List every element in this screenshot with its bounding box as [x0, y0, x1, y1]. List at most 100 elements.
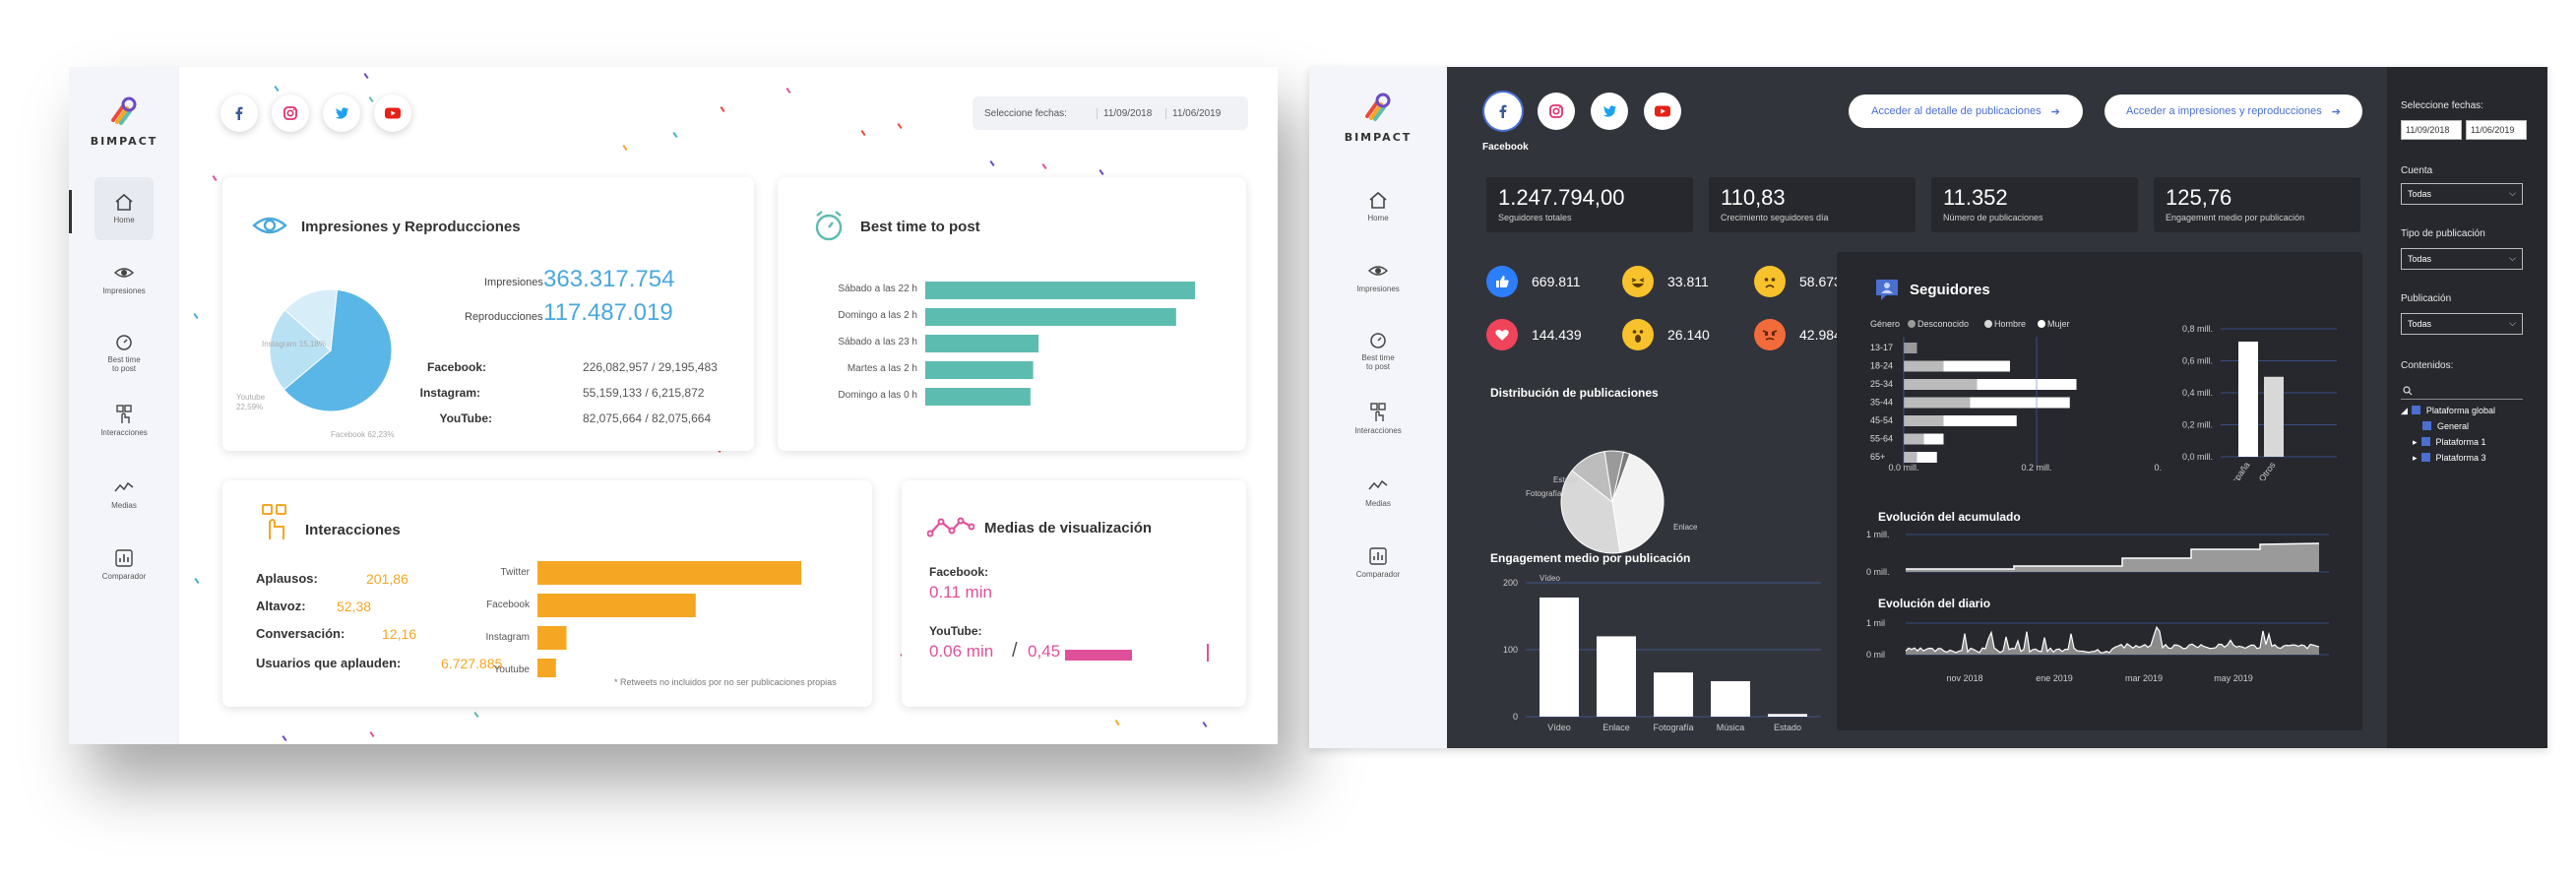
- brand: BIMPACT: [69, 93, 179, 148]
- kpi-label: Engagement medio por publicación: [2166, 213, 2305, 222]
- date-from-input[interactable]: 11/09/2018: [1097, 108, 1152, 119]
- tipo-select[interactable]: Todas ⌵: [2401, 248, 2523, 270]
- interacciones-row-value: 52,38: [337, 599, 372, 614]
- nav-home-label: Home: [113, 216, 135, 224]
- tree-checkbox[interactable]: [2411, 406, 2420, 414]
- contenidos-search-input[interactable]: [2401, 384, 2523, 400]
- interacciones-card: Interacciones Aplausos: 201,86 Altavoz: 52,…: [222, 480, 872, 707]
- country-ytick: 0,4 mill.: [2182, 388, 2213, 398]
- filter-date-to[interactable]: 11/06/2019: [2466, 120, 2527, 140]
- detalle-publicaciones-button[interactable]: Acceder al detalle de publicaciones ➔: [1849, 95, 2083, 128]
- filter-date-from[interactable]: 11/09/2018: [2401, 120, 2462, 140]
- like-reaction-icon: [1486, 266, 1518, 297]
- tree-general[interactable]: General: [2422, 421, 2469, 431]
- acum-line: [1906, 542, 2320, 570]
- age-bar-segment: [1943, 415, 2017, 426]
- nav-interacciones[interactable]: Interacciones: [94, 404, 154, 437]
- diario-title: Evolución del diario: [1878, 597, 1991, 610]
- pie-label-youtube-pct: 22,59%: [236, 403, 263, 411]
- interacciones-bar: [537, 594, 696, 617]
- best-time-bar: [925, 388, 1031, 406]
- tipo-label: Tipo de publicación: [2401, 228, 2485, 239]
- confetti-piece: [897, 123, 903, 130]
- medias-youtube-total: 0,45: [1028, 642, 1061, 661]
- age-label: 55-64: [1870, 434, 1893, 444]
- kpi-label: Número de publicaciones: [1943, 213, 2043, 222]
- tree-plataforma-1[interactable]: ▸ Plataforma 1: [2413, 437, 2486, 448]
- search-icon: [2403, 386, 2413, 396]
- interacciones-bar-label: Facebook: [486, 600, 531, 610]
- like-count: 669.811: [1532, 274, 1581, 289]
- youtube-button[interactable]: [374, 95, 411, 132]
- interacciones-row-label: Aplausos:: [256, 571, 318, 586]
- facebook-button[interactable]: [220, 95, 258, 132]
- age-bar-segment: [1970, 397, 2070, 409]
- trend-icon: [1368, 479, 1388, 490]
- nav-medias[interactable]: Medias: [94, 476, 154, 510]
- publicacion-select[interactable]: Todas ⌵: [2401, 313, 2523, 335]
- tree-checkbox[interactable]: [2420, 453, 2430, 462]
- nav-home-dark-label: Home: [1367, 214, 1389, 222]
- impresiones-row-label: Facebook:: [426, 360, 486, 374]
- instagram-button[interactable]: [1538, 93, 1575, 130]
- clock-icon: [1370, 333, 1386, 348]
- impresiones-label: Impresiones: [484, 277, 543, 288]
- confetti-piece: [989, 159, 995, 166]
- nav-home[interactable]: Home: [94, 177, 154, 240]
- engagement-xtick: Estado: [1774, 723, 1801, 732]
- diario-ytick: 0 mil: [1866, 650, 1885, 660]
- age-label: 18-24: [1870, 361, 1893, 371]
- date-to-input[interactable]: 11/06/2019: [1165, 108, 1221, 119]
- nav-impresiones-dark[interactable]: Impresiones: [1349, 260, 1408, 293]
- chevron-down-icon: ⌵: [2509, 318, 2516, 328]
- nav-home-dark[interactable]: Home: [1349, 189, 1408, 222]
- pie-label-facebook: Facebook 62,23%: [331, 430, 395, 439]
- kpi-value: 11.352: [1943, 185, 2008, 210]
- nav-best-time[interactable]: Best time to post: [94, 331, 154, 373]
- engagement-bar: [1597, 636, 1636, 717]
- impresiones-reproducciones-button[interactable]: Acceder a impresiones y reproducciones ➔: [2105, 95, 2362, 128]
- distribucion-label-video: Vídeo: [1539, 574, 1560, 583]
- twitter-button[interactable]: [1591, 93, 1628, 130]
- date-selector-label: Seleccione fechas:: [984, 108, 1067, 119]
- trend-icon: [114, 481, 134, 492]
- twitter-icon: [335, 107, 348, 119]
- tree-label: General: [2437, 421, 2470, 431]
- tree-plataforma-3[interactable]: ▸ Plataforma 3: [2413, 453, 2486, 464]
- best-time-bar-chart: Sábado a las 22 h Domingo a las 2 h Sábado…: [838, 282, 1195, 406]
- diario-line: [1905, 625, 2320, 654]
- diario-month-tick: may 2019: [2214, 673, 2253, 683]
- nav-comparador-dark[interactable]: Comparador: [1349, 545, 1408, 579]
- nav-comparador[interactable]: Comparador: [94, 547, 154, 581]
- country-bar: [2264, 376, 2284, 457]
- age-bar-segment: [1904, 343, 1917, 353]
- kpi-value: 1.247.794,00: [1498, 185, 1625, 210]
- cuenta-select[interactable]: Todas ⌵: [2401, 183, 2523, 205]
- tree-checkbox[interactable]: [2420, 437, 2430, 446]
- compare-chart-icon: [1369, 547, 1387, 565]
- twitter-button[interactable]: [323, 95, 360, 132]
- country-ytick: 0,2 mill.: [2182, 420, 2213, 430]
- age-bar-segment: [1943, 360, 2010, 372]
- interacciones-row-value: 6.727.885: [441, 656, 503, 671]
- tree-checkbox[interactable]: [2422, 421, 2431, 430]
- tree-plataforma-global[interactable]: ◢ Plataforma global: [2401, 406, 2495, 416]
- bimpact-logo-icon: [111, 96, 137, 125]
- interacciones-bar-label: Twitter: [501, 567, 531, 578]
- age-label: 45-54: [1870, 415, 1893, 425]
- facebook-button[interactable]: [1484, 93, 1522, 130]
- impresiones-row-label: Instagram:: [419, 386, 480, 400]
- instagram-button[interactable]: [272, 95, 309, 132]
- diario-month-tick: ene 2019: [2036, 673, 2073, 683]
- best-time-bar: [925, 308, 1176, 326]
- interacciones-bar-chart: Twitter Facebook Instagram Youtube: [486, 561, 801, 677]
- legend-label: Hombre: [1994, 319, 2026, 329]
- youtube-button[interactable]: [1644, 93, 1681, 130]
- nav-medias-dark[interactable]: Medias: [1349, 474, 1408, 508]
- best-time-label: Martes a las 2 h: [848, 363, 917, 374]
- nav-interacciones-dark[interactable]: Interacciones: [1349, 402, 1408, 435]
- nav-best-time-dark[interactable]: Best time to post: [1349, 329, 1408, 371]
- country-xtick: España: [2227, 460, 2252, 480]
- nav-impresiones[interactable]: Impresiones: [94, 262, 154, 295]
- selected-network-label: Facebook: [1482, 142, 1529, 153]
